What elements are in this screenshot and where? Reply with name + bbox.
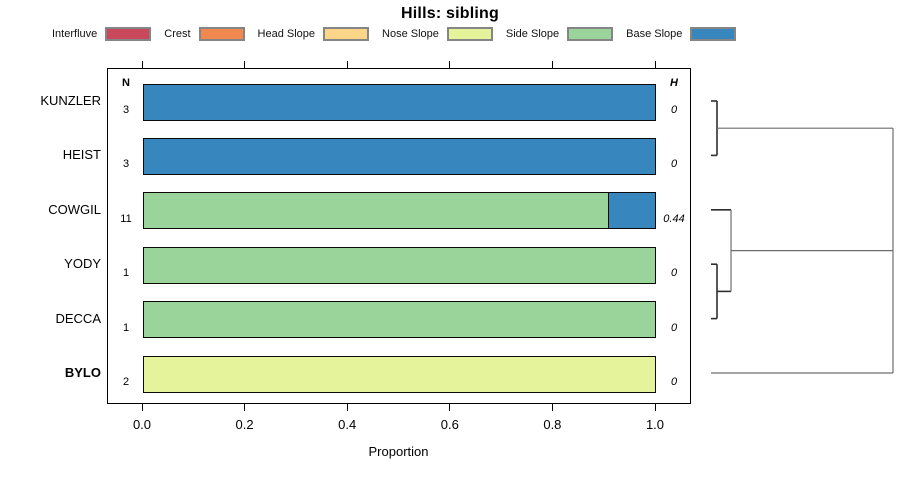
x-axis-tick (346, 404, 348, 411)
y-axis-label: KUNZLER (40, 93, 101, 108)
x-axis-tick-top (244, 61, 246, 68)
y-axis-label: COWGIL (48, 201, 101, 217)
legend-label: Side Slope (505, 28, 560, 40)
x-axis-tick-label: 0.0 (132, 417, 152, 432)
x-axis-tick-top (346, 61, 348, 68)
n-value: 3 (122, 104, 130, 116)
legend-label: Head Slope (257, 28, 316, 40)
legend-swatch-icon (690, 27, 737, 41)
h-value: 0 (670, 158, 678, 171)
h-value: 0.44 (663, 212, 685, 225)
x-axis-tick (244, 404, 246, 411)
x-axis-tick-label: 0.2 (235, 417, 254, 432)
h-value: 0 (670, 376, 678, 388)
bar-segment (144, 193, 609, 229)
legend-label: Interfluve (52, 28, 98, 40)
legend-item: Side Slope (505, 27, 614, 41)
bar-segment (144, 356, 655, 392)
y-axis-label: BYLO (64, 365, 101, 380)
legend-label: Base Slope (626, 28, 683, 40)
legend-swatch-icon (567, 27, 614, 41)
y-axis-label: HEIST (62, 147, 101, 163)
h-value: 0 (670, 267, 678, 280)
h-value: 0 (670, 104, 678, 116)
x-axis-tick-label: 0.6 (440, 417, 459, 432)
n-value: 2 (122, 376, 130, 388)
legend: Interfluve Crest Head Slope Nose Slope Side … (52, 25, 737, 43)
legend-swatch-icon (323, 27, 370, 41)
x-axis-tick (654, 404, 656, 411)
x-axis-tick (449, 404, 451, 411)
bar-segment (608, 193, 655, 229)
h-column-header: H (670, 77, 678, 89)
legend-swatch-icon (105, 27, 152, 41)
chart-title: Hills: sibling (401, 5, 499, 22)
y-axis-label: YODY (64, 256, 101, 272)
n-value: 3 (122, 158, 130, 171)
n-column-header: N (122, 77, 130, 89)
bar-row (143, 246, 656, 284)
bar-row (143, 192, 656, 230)
legend-item: Nose Slope (382, 27, 493, 41)
bar-row (143, 355, 656, 393)
x-axis-tick (551, 404, 553, 411)
legend-label: Nose Slope (382, 28, 439, 40)
dendrogram (711, 100, 894, 374)
bar-row (143, 301, 656, 339)
n-value: 1 (122, 267, 130, 280)
y-axis-label: DECCA (55, 310, 101, 326)
legend-item: Crest (164, 27, 245, 41)
legend-item: Base Slope (626, 27, 737, 41)
x-axis-tick-top (551, 61, 553, 68)
x-axis-tick-label: 0.4 (338, 417, 357, 432)
legend-item: Head Slope (258, 27, 370, 41)
x-axis-tick-top (141, 61, 143, 68)
plot-area: N H 3 0 3 0 11 0.44 1 0 1 0 2 0 (107, 68, 691, 404)
legend-item: Interfluve (52, 27, 152, 41)
x-axis-tick-top (449, 61, 451, 68)
x-axis-tick-label: 0.8 (543, 417, 562, 432)
legend-label: Crest (164, 28, 191, 40)
bar-row (143, 137, 656, 175)
x-axis-tick-top (654, 61, 656, 68)
legend-swatch-icon (446, 27, 493, 41)
bar-segment (144, 302, 655, 338)
n-value: 1 (122, 321, 130, 334)
h-value: 0 (670, 321, 678, 334)
legend-swatch-icon (198, 27, 245, 41)
bar-segment (144, 138, 655, 174)
bar-segment (144, 247, 655, 283)
n-value: 11 (120, 212, 132, 225)
bar-segment (144, 84, 655, 120)
x-axis-tick (141, 404, 143, 411)
bar-row (143, 83, 656, 121)
x-axis-title: Proportion (368, 444, 429, 459)
x-axis-tick-label: 1.0 (645, 417, 665, 432)
